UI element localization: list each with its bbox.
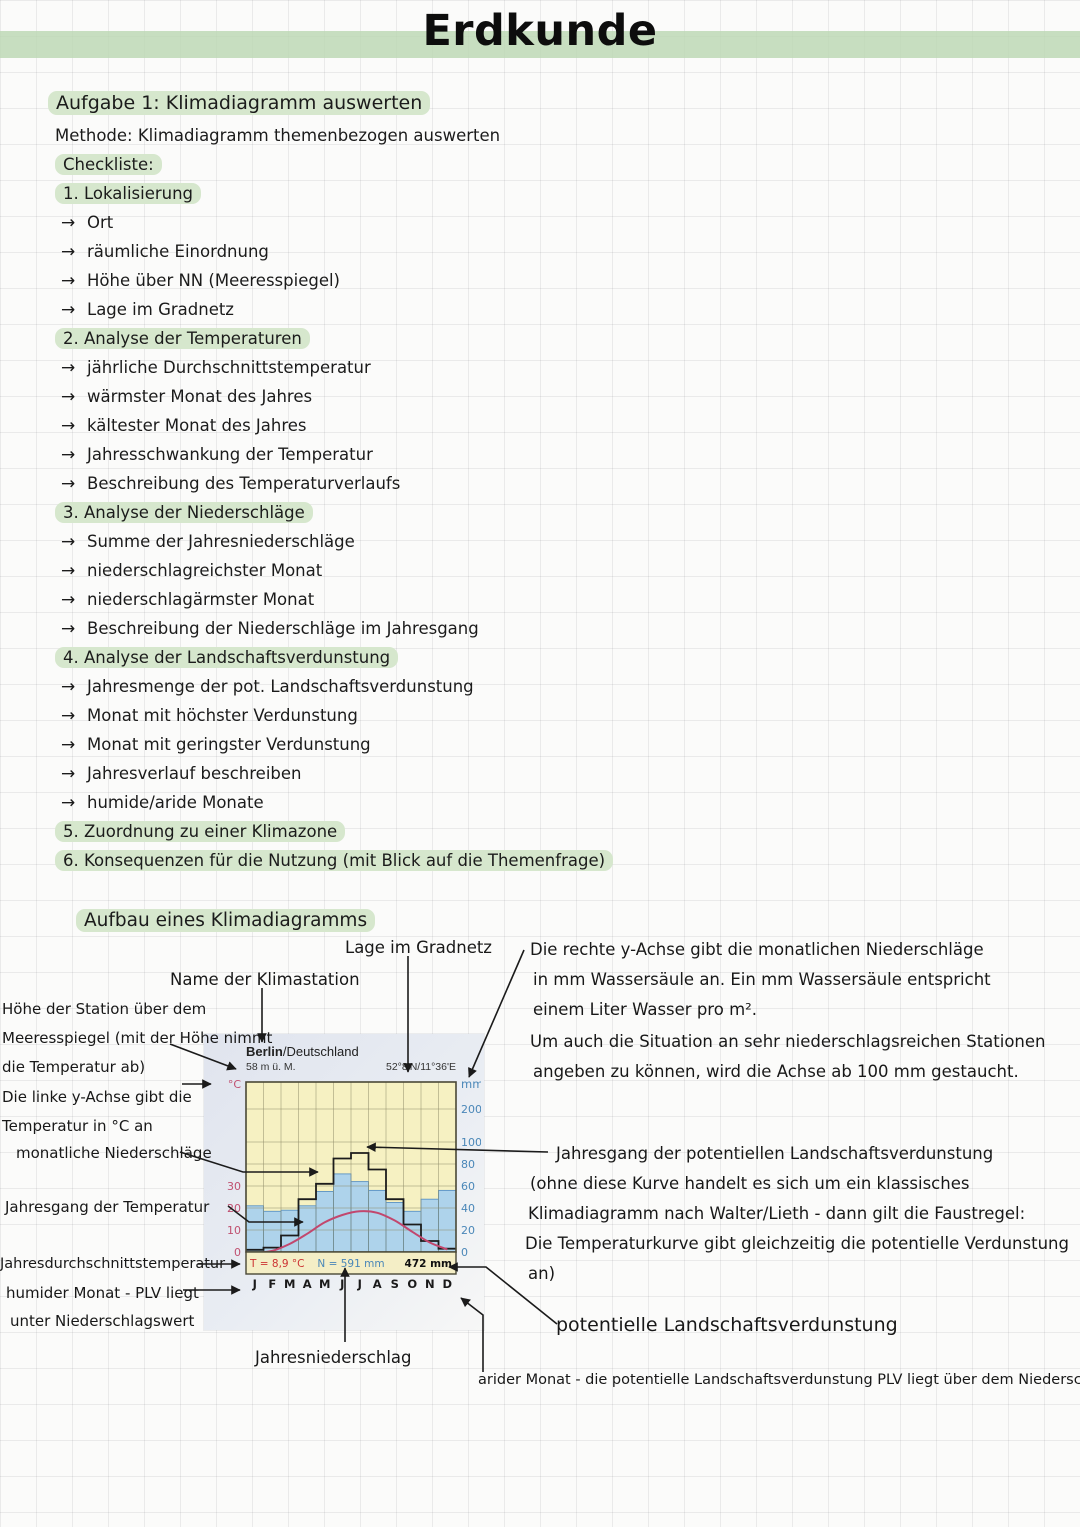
checklist-section-title-6: 6. Konsequenzen für die Nutzung (mit Bli… <box>55 850 775 880</box>
svg-text:M: M <box>319 1277 330 1291</box>
svg-text:°C: °C <box>228 1078 242 1091</box>
page-title: Erdkunde <box>422 6 658 56</box>
annotation-jahresgang-temperatur: Jahresgang der Temperatur <box>5 1198 210 1216</box>
svg-text:100: 100 <box>461 1136 481 1149</box>
checklist-item: → Summe der Jahresniederschläge <box>61 532 355 552</box>
annotation-hoehe-1: Höhe der Station über dem <box>2 1000 207 1018</box>
checklist-item: → räumliche Einordnung <box>61 242 269 262</box>
svg-text:40: 40 <box>461 1202 475 1215</box>
checklist: Methode: Klimadiagramm themenbezogen aus… <box>55 126 775 880</box>
annotation-plv-kurve-2: (ohne diese Kurve handelt es sich um ein… <box>530 1174 970 1193</box>
diagram-section-heading: Aufbau eines Klimadiagramms <box>76 909 376 932</box>
checklist-item: → Jahresschwankung der Temperatur <box>61 445 373 465</box>
svg-text:Berlin/Deutschland: Berlin/Deutschland <box>246 1044 359 1059</box>
task-heading: Aufgabe 1: Klimadiagramm auswerten <box>48 91 431 115</box>
checklist-item: → humide/aride Monate <box>61 793 264 813</box>
svg-text:J: J <box>339 1277 344 1291</box>
svg-text:0: 0 <box>461 1246 468 1259</box>
checklist-section-title-2: 2. Analyse der Temperaturen <box>55 328 775 358</box>
checklist-section-title-5: 5. Zuordnung zu einer Klimazone <box>55 821 775 851</box>
svg-text:D: D <box>442 1277 452 1291</box>
svg-text:10: 10 <box>227 1224 241 1237</box>
svg-text:J: J <box>357 1277 362 1291</box>
annotation-name-station: Name der Klimastation <box>170 970 360 989</box>
svg-text:O: O <box>407 1277 417 1291</box>
svg-text:80: 80 <box>461 1158 475 1171</box>
svg-text:30: 30 <box>227 1180 241 1193</box>
svg-text:60: 60 <box>461 1180 475 1193</box>
annotation-humider-monat-1: humider Monat - PLV liegt <box>6 1284 199 1302</box>
annotation-rechte-achse-5: angeben zu können, wird die Achse ab 100… <box>533 1062 1019 1081</box>
checklist-label: Checkliste: <box>55 154 775 184</box>
annotation-lage-gradnetz: Lage im Gradnetz <box>345 938 492 957</box>
checklist-item: → Beschreibung der Niederschläge im Jahre… <box>61 619 479 639</box>
task-heading-text: Aufgabe 1: Klimadiagramm auswerten <box>48 91 431 115</box>
annotation-rechte-achse-2: in mm Wassersäule an. Ein mm Wassersäule… <box>533 970 991 989</box>
annotation-humider-monat-2: unter Niederschlagswert <box>10 1312 195 1330</box>
checklist-item: → niederschlagreichster Monat <box>61 561 323 581</box>
checklist-section-title-1: 1. Lokalisierung <box>55 183 775 213</box>
annotation-plv-kurve-1: Jahresgang der potentiellen Landschaftsv… <box>556 1144 994 1163</box>
svg-text:472 mm: 472 mm <box>405 1258 453 1270</box>
checklist-item: → kältester Monat des Jahres <box>61 416 307 436</box>
svg-text:N: N <box>425 1277 435 1291</box>
checklist-item: → niederschlagärmster Monat <box>61 590 315 610</box>
annotation-plv-kurve-4: Die Temperaturkurve gibt gleichzeitig di… <box>525 1234 1069 1253</box>
checklist-item: → Monat mit geringster Verdunstung <box>61 735 371 755</box>
svg-text:T = 8,9 °C: T = 8,9 °C <box>249 1258 305 1270</box>
annotation-rechte-achse-3: einem Liter Wasser pro m². <box>533 1000 757 1019</box>
svg-text:0: 0 <box>234 1246 241 1259</box>
checklist-item: → Jahresmenge der pot. Landschaftsverduns… <box>61 677 474 697</box>
svg-text:J: J <box>252 1277 257 1291</box>
svg-text:N = 591 mm: N = 591 mm <box>317 1258 384 1270</box>
svg-text:mm: mm <box>461 1077 481 1091</box>
annotation-rechte-achse-4: Um auch die Situation an sehr niederschl… <box>530 1032 1046 1051</box>
svg-text:20: 20 <box>461 1224 475 1237</box>
checklist-section-title-4: 4. Analyse der Landschaftsverdunstung <box>55 647 775 677</box>
checklist-item: → Jahresverlauf beschreiben <box>61 764 302 784</box>
svg-text:A: A <box>373 1277 382 1291</box>
checklist-section-title-3: 3. Analyse der Niederschläge <box>55 502 775 532</box>
svg-text:A: A <box>303 1277 312 1291</box>
checklist-method-line: Methode: Klimadiagramm themenbezogen aus… <box>55 126 501 145</box>
checklist-item: → Monat mit höchster Verdunstung <box>61 706 358 726</box>
annotation-linke-achse-2: Temperatur in °C an <box>2 1117 153 1135</box>
svg-text:S: S <box>391 1277 399 1291</box>
checklist-item: → wärmster Monat des Jahres <box>61 387 313 407</box>
annotation-plv-kurve-3: Klimadiagramm nach Walter/Lieth - dann g… <box>528 1204 1026 1223</box>
svg-text:200: 200 <box>461 1103 481 1116</box>
svg-text:58 m ü. M.: 58 m ü. M. <box>246 1061 296 1073</box>
checklist-item: → Lage im Gradnetz <box>61 300 234 320</box>
annotation-hoehe-3: die Temperatur ab) <box>2 1058 146 1076</box>
checklist-item: → Ort <box>61 213 114 233</box>
svg-text:20: 20 <box>227 1202 241 1215</box>
checklist-item: → jährliche Durchschnittstemperatur <box>61 358 371 378</box>
annotation-jahresdurchschnittstemperatur: Jahresdurchschnittstemperatur <box>0 1256 226 1272</box>
annotation-hoehe-2: Meeresspiegel (mit der Höhe nimmt <box>2 1029 273 1047</box>
svg-text:M: M <box>284 1277 295 1291</box>
svg-text:52°8'N/11°36'E: 52°8'N/11°36'E <box>386 1061 456 1073</box>
annotation-arider-monat: arider Monat - die potentielle Landschaf… <box>478 1372 1080 1388</box>
header-highlight-band <box>0 31 1080 58</box>
annotation-rechte-achse-1: Die rechte y-Achse gibt die monatlichen … <box>530 940 984 959</box>
checklist-item: → Beschreibung des Temperaturverlaufs <box>61 474 401 494</box>
annotation-monatliche-niederschlaege: monatliche Niederschläge <box>16 1144 212 1162</box>
checklist-item: → Höhe über NN (Meeresspiegel) <box>61 271 340 291</box>
svg-text:F: F <box>268 1277 276 1291</box>
annotation-plv-kurve-5: an) <box>528 1264 556 1283</box>
annotation-potentielle-landschaftsverdunstung: potentielle Landschaftsverdunstung <box>556 1314 898 1336</box>
annotation-jahresniederschlag: Jahresniederschlag <box>255 1348 412 1367</box>
annotation-linke-achse-1: Die linke y-Achse gibt die <box>2 1088 192 1106</box>
climate-diagram-chart: Berlin/Deutschland 58 m ü. M. 52°8'N/11°36… <box>227 1044 481 1291</box>
